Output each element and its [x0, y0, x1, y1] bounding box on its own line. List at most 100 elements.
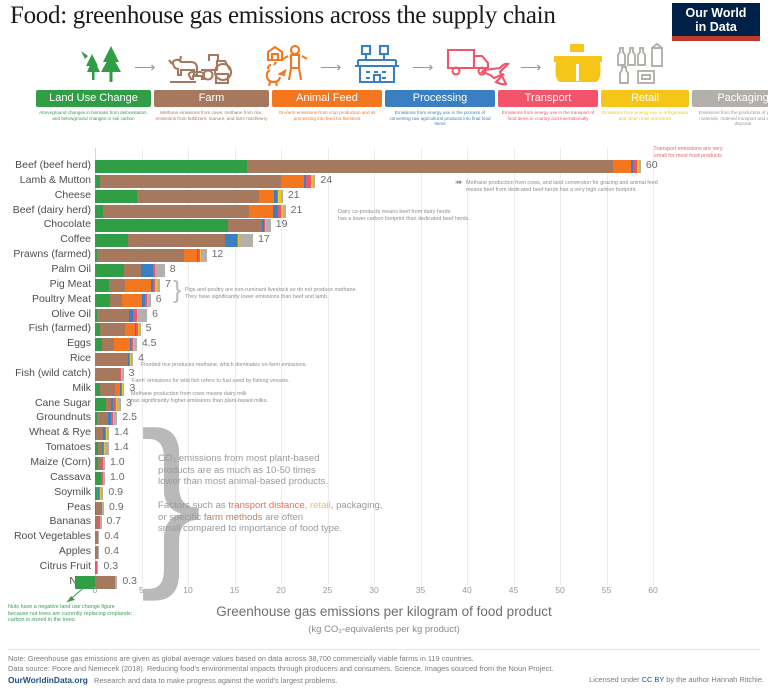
- bar-segment-retail[interactable]: [99, 486, 102, 500]
- bar-segment-farm[interactable]: [227, 219, 263, 233]
- bar-segment-animal-feed[interactable]: [281, 174, 305, 188]
- bar-segment-packaging[interactable]: [102, 501, 105, 515]
- bar-segment-transport[interactable]: [97, 516, 100, 530]
- bar-segment-retail[interactable]: [137, 323, 140, 337]
- bar-segment-farm[interactable]: [97, 457, 103, 470]
- bar-segment-retail[interactable]: [121, 367, 123, 381]
- bar-segment-transport[interactable]: [152, 278, 156, 292]
- bar-segment-land-use-change[interactable]: [95, 174, 100, 188]
- bar-segment-farm[interactable]: [96, 486, 99, 500]
- bar-segment-land-use-change[interactable]: [95, 278, 109, 292]
- bar-segment-farm[interactable]: [95, 560, 97, 574]
- bar-segment-transport[interactable]: [237, 234, 239, 248]
- owid-site-link[interactable]: OurWorldinData.org: [8, 674, 88, 685]
- bar-segment-farm[interactable]: [95, 516, 98, 530]
- bar-segment-transport[interactable]: [632, 160, 638, 173]
- bar-segment-packaging[interactable]: [155, 263, 165, 277]
- bar-segment-farm[interactable]: [95, 531, 97, 545]
- bar-segment-packaging[interactable]: [134, 338, 137, 352]
- bar-segment-land-use-change[interactable]: [95, 204, 104, 218]
- bar-segment-packaging[interactable]: [105, 442, 109, 456]
- bar-segment-animal-feed[interactable]: [184, 249, 198, 263]
- bar-segment-transport[interactable]: [96, 546, 99, 560]
- bar-row[interactable]: Beef (beef herd) 60: [0, 159, 768, 173]
- bar-segment-land-use-change[interactable]: [95, 308, 97, 322]
- bar-row[interactable]: Chocolate 19: [0, 218, 768, 233]
- bar-segment-processing[interactable]: [150, 278, 153, 292]
- bar-segment-transport[interactable]: [96, 531, 99, 545]
- bar-segment-transport[interactable]: [135, 323, 138, 337]
- bar-segment-transport[interactable]: [101, 501, 104, 515]
- bar-segment-packaging[interactable]: [97, 546, 100, 560]
- bar-segment-packaging[interactable]: [113, 412, 118, 426]
- bar-segment-land-use-change[interactable]: [95, 234, 129, 248]
- bar-row[interactable]: Coffee 17: [0, 233, 768, 248]
- legend-item-transport[interactable]: Transport Emissions from energy use in t…: [498, 90, 598, 121]
- bar-segment-packaging[interactable]: [201, 249, 207, 263]
- bar-segment-processing[interactable]: [225, 234, 238, 248]
- bar-segment-packaging[interactable]: [157, 278, 161, 292]
- bar-segment-land-use-change[interactable]: [95, 486, 97, 500]
- bar-segment-animal-feed[interactable]: [249, 204, 273, 218]
- bar-segment-packaging[interactable]: [131, 353, 134, 367]
- bar-row[interactable]: Soymilk 0.9: [0, 486, 768, 500]
- legend-item-packaging[interactable]: Packaging Emissions from the production …: [692, 90, 768, 127]
- bar-segment-transport[interactable]: [277, 189, 279, 203]
- bar-segment-land-use-change[interactable]: [95, 323, 100, 337]
- bar-segment-processing[interactable]: [304, 174, 307, 188]
- bar-segment-processing[interactable]: [130, 338, 132, 352]
- bar-row[interactable]: Milk 3: [0, 382, 768, 396]
- bar-segment-retail[interactable]: [155, 278, 158, 292]
- bar-segment-processing[interactable]: [140, 263, 153, 277]
- bar-segment-farm[interactable]: [97, 442, 103, 456]
- bar-segment-packaging[interactable]: [100, 486, 104, 500]
- bar-row[interactable]: Tomatoes 1.4: [0, 441, 768, 456]
- bar-segment-transport[interactable]: [110, 412, 113, 426]
- bar-segment-packaging[interactable]: [282, 204, 286, 218]
- bar-segment-packaging[interactable]: [266, 219, 271, 233]
- legend-item-animal-feed[interactable]: Animal Feed On-farm emissions from crop …: [272, 90, 382, 121]
- bar-segment-retail[interactable]: [281, 204, 283, 218]
- bar-row[interactable]: Eggs 4.5: [0, 337, 768, 352]
- bar-segment-farm[interactable]: [95, 575, 115, 589]
- bar-segment-animal-feed[interactable]: [124, 323, 135, 337]
- bar-segment-animal-feed[interactable]: [613, 160, 631, 173]
- legend-item-farm[interactable]: Farm Methane emissions from cows, methan…: [154, 90, 269, 121]
- bar-segment-farm[interactable]: [136, 189, 259, 203]
- bar-segment-land-use-change[interactable]: [95, 442, 98, 456]
- bar-segment-packaging[interactable]: [312, 174, 316, 188]
- bar-segment-processing[interactable]: [97, 486, 100, 500]
- bar-segment-farm[interactable]: [123, 263, 141, 277]
- bar-segment-packaging[interactable]: [639, 160, 641, 173]
- bar-row[interactable]: Fish (wild catch) 3: [0, 367, 768, 381]
- bar-segment-processing[interactable]: [197, 249, 199, 263]
- bar-segment-land-use-change[interactable]: [95, 293, 110, 307]
- bar-segment-packaging[interactable]: [115, 575, 118, 589]
- bar-segment-transport[interactable]: [103, 442, 105, 456]
- bar-segment-packaging[interactable]: [103, 457, 105, 470]
- bar-segment-transport[interactable]: [131, 338, 134, 352]
- bar-segment-farm[interactable]: [99, 323, 125, 337]
- bar-segment-land-use-change[interactable]: [95, 397, 107, 411]
- bar-row[interactable]: Peas 0.9: [0, 501, 768, 515]
- bar-segment-retail[interactable]: [104, 442, 106, 456]
- bar-segment-processing[interactable]: [128, 353, 131, 367]
- bar-segment-retail[interactable]: [278, 189, 281, 203]
- bar-segment-farm[interactable]: [96, 308, 130, 322]
- bar-row[interactable]: Root Vegetables 0.4: [0, 530, 768, 545]
- bar-segment-land-use-change[interactable]: [95, 501, 97, 515]
- bar-segment-farm[interactable]: [95, 501, 102, 515]
- bar-row[interactable]: Citrus Fruit 0.3: [0, 560, 768, 574]
- bar-segment-packaging[interactable]: [122, 382, 125, 396]
- bar-segment-processing[interactable]: [120, 382, 122, 396]
- legend-item-retail[interactable]: Retail Emissions from energy use in refr…: [601, 90, 689, 121]
- bar-segment-transport[interactable]: [105, 427, 107, 441]
- bar-row[interactable]: Poultry Meat 6: [0, 293, 768, 307]
- bar-segment-farm[interactable]: [96, 249, 185, 263]
- bar-segment-processing[interactable]: [630, 160, 633, 173]
- bar-segment-packaging[interactable]: [137, 308, 148, 322]
- bar-row[interactable]: Wheat & Rye 1.4: [0, 426, 768, 441]
- bar-segment-transport[interactable]: [102, 471, 105, 485]
- bar-row[interactable]: Cheese 21: [0, 189, 768, 203]
- bar-segment-transport[interactable]: [114, 575, 117, 589]
